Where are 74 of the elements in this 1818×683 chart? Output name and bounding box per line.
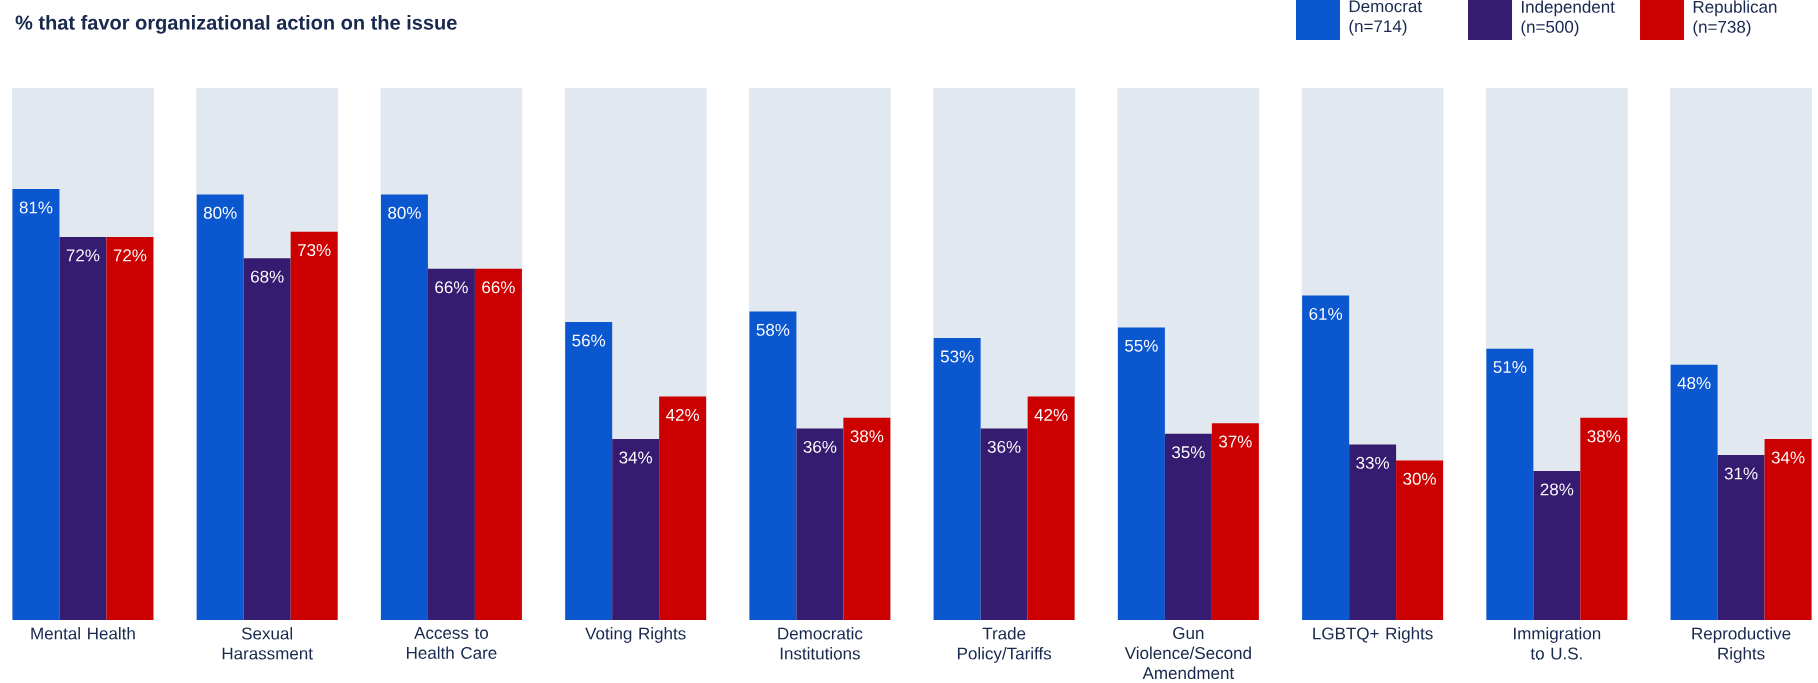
bar	[1164, 433, 1212, 620]
bar	[749, 311, 797, 620]
bar	[565, 322, 613, 620]
bar	[1117, 327, 1165, 620]
legend-label: Democrat (n=714)	[1349, 0, 1422, 36]
x-tick-label: LGBTQ+ Rights	[1313, 627, 1433, 643]
data-label: 38%	[1587, 430, 1621, 443]
data-label: 36%	[987, 440, 1021, 453]
bar	[1764, 439, 1812, 620]
bar	[1533, 471, 1581, 620]
legend-label: Republican (n=738)	[1693, 0, 1777, 37]
data-label: 42%	[1034, 408, 1068, 421]
bar	[1717, 455, 1765, 620]
data-label: 28%	[1540, 483, 1574, 496]
bar	[12, 189, 60, 620]
data-label: 35%	[1172, 446, 1205, 459]
data-label: 66%	[482, 281, 515, 294]
bar	[1580, 417, 1628, 620]
bar	[1027, 396, 1075, 620]
x-tick-label: Gun Violence/Second Amendment	[1124, 627, 1251, 680]
bar	[1396, 460, 1444, 620]
bar	[1302, 295, 1350, 620]
data-label: 81%	[19, 201, 53, 214]
data-label: 72%	[113, 249, 147, 262]
data-label: 31%	[1724, 467, 1758, 480]
bar	[243, 258, 291, 620]
data-label: 37%	[1219, 435, 1252, 448]
bar	[106, 236, 154, 620]
legend-label: Independent (n=500)	[1521, 0, 1615, 37]
bar	[980, 428, 1028, 620]
x-tick-label: Immigration to U.S.	[1514, 627, 1601, 660]
bar	[796, 428, 844, 620]
bar	[196, 194, 244, 620]
bar	[1486, 348, 1534, 620]
bar	[380, 194, 428, 620]
bar	[474, 268, 522, 620]
chart-title: % that favor organizational action on the issue	[15, 15, 457, 34]
bar	[1670, 364, 1718, 620]
data-label: 34%	[619, 451, 653, 464]
data-label: 55%	[1125, 339, 1158, 352]
x-tick-label: Voting Rights	[585, 627, 686, 643]
bar	[659, 396, 707, 620]
data-label: 73%	[298, 244, 331, 257]
x-tick-label: Democratic Institutions	[778, 627, 863, 660]
x-tick-label: Mental Health	[31, 627, 135, 640]
bar	[843, 417, 891, 620]
x-tick-label: Trade Policy/Tariffs	[957, 627, 1052, 663]
bar	[1349, 444, 1397, 620]
data-label: 48%	[1677, 377, 1711, 390]
bar	[933, 338, 981, 620]
data-label: 72%	[66, 249, 100, 262]
data-label: 33%	[1356, 456, 1390, 469]
bar	[290, 231, 338, 620]
data-label: 30%	[1403, 472, 1437, 485]
data-label: 61%	[1309, 307, 1343, 320]
data-label: 80%	[203, 206, 237, 219]
data-label: 38%	[850, 430, 884, 443]
x-tick-label: Reproductive Rights	[1692, 627, 1791, 663]
bar	[1211, 423, 1259, 620]
data-label: 36%	[803, 440, 837, 453]
data-label: 56%	[572, 334, 606, 347]
x-tick-label: Access to Health Care	[406, 627, 497, 659]
data-label: 51%	[1493, 361, 1527, 374]
bar	[427, 268, 475, 620]
data-label: 58%	[756, 323, 790, 336]
data-label: 66%	[435, 281, 468, 294]
data-label: 53%	[940, 350, 974, 363]
bar	[612, 439, 660, 620]
bar	[59, 236, 107, 620]
data-label: 68%	[251, 270, 284, 283]
x-tick-label: Sexual Harassment	[222, 627, 313, 660]
data-label: 80%	[388, 206, 421, 219]
data-label: 42%	[666, 408, 700, 421]
data-label: 34%	[1771, 451, 1805, 464]
